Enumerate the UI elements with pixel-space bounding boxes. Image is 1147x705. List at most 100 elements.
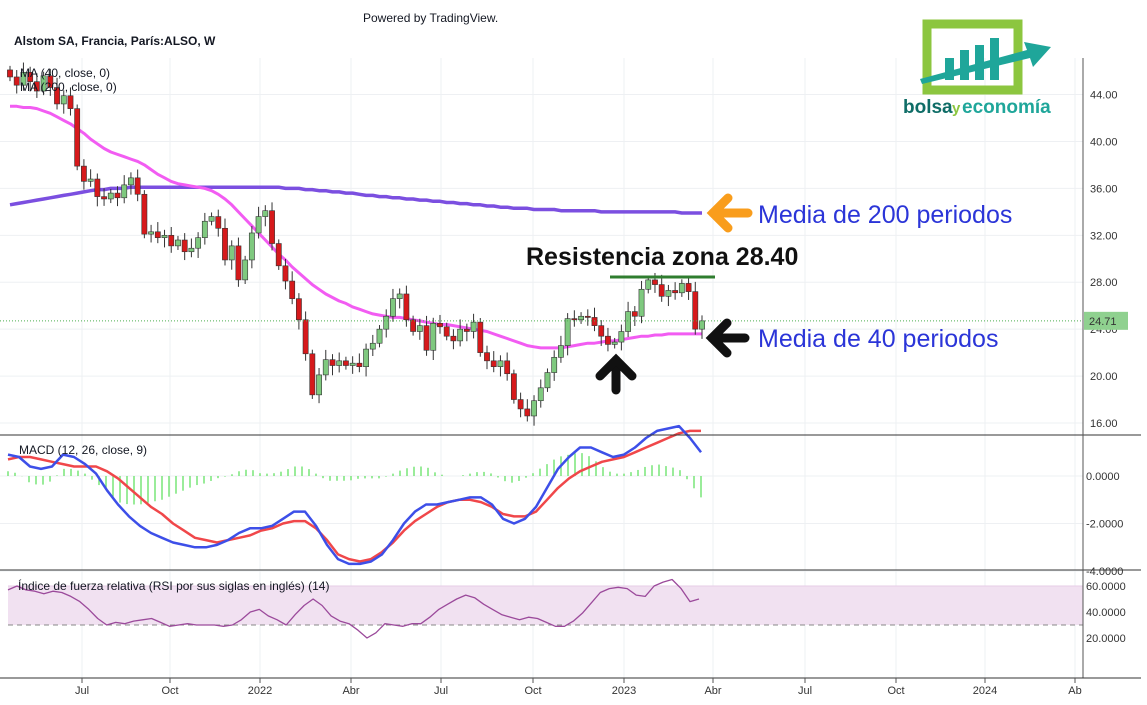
- x-tick-label: Abr: [342, 685, 359, 697]
- ma40-annotation: Media de 40 periodos: [758, 325, 998, 353]
- candle-body: [295, 298, 302, 321]
- rsi-panel: [7, 578, 1083, 639]
- rsi-line: [7, 578, 700, 639]
- candle-body: [215, 216, 222, 229]
- candle-body: [369, 342, 376, 350]
- x-tick-label: Ab: [1068, 685, 1081, 697]
- candle-body: [87, 178, 94, 182]
- candle-body: [363, 348, 369, 367]
- macd-y-tick-label: -2.0000: [1086, 519, 1123, 531]
- candle-body: [181, 239, 188, 253]
- candle-body: [699, 320, 705, 330]
- ma200-legend: MA (200, close, 0): [20, 80, 117, 94]
- logo-text-y: y: [952, 100, 961, 117]
- candle-body: [121, 184, 128, 199]
- candle-body: [107, 192, 114, 200]
- candle-body: [497, 360, 504, 367]
- candle-body: [410, 319, 417, 332]
- candle-body: [195, 237, 202, 249]
- candle-body: [201, 220, 208, 238]
- ma40-line: [10, 104, 702, 350]
- candle-body: [154, 231, 161, 238]
- price-y-tick-label: 44.00: [1090, 90, 1118, 102]
- candle-body: [692, 291, 699, 330]
- candle-body: [544, 372, 551, 389]
- ma200-line: [9, 185, 702, 215]
- candle-body: [33, 81, 40, 92]
- candle-body: [275, 243, 282, 267]
- x-tick-label: Oct: [887, 685, 904, 697]
- price-panel: [0, 62, 1083, 426]
- candle-body: [484, 352, 490, 362]
- candle-body: [665, 290, 672, 297]
- macd-y-tick-label: -4.0000: [1086, 566, 1123, 578]
- candle-body: [678, 283, 685, 294]
- candle-body: [605, 335, 611, 345]
- candle-body: [101, 196, 107, 200]
- candle-body: [309, 353, 316, 396]
- logo-text-economia: economía: [962, 97, 1051, 118]
- candle-body: [658, 284, 665, 297]
- price-y-tick-label: 32.00: [1090, 230, 1118, 242]
- candle-body: [356, 362, 363, 367]
- rsi-band: [8, 586, 1083, 625]
- candle-body: [383, 315, 390, 330]
- candle-body: [343, 360, 349, 366]
- candle-body: [316, 374, 322, 396]
- candle-body: [598, 325, 605, 337]
- candle-body: [490, 360, 497, 367]
- x-tick-label: Oct: [524, 685, 541, 697]
- candle-body: [551, 357, 558, 373]
- candle-body: [524, 408, 531, 417]
- candle-body: [94, 178, 101, 197]
- candle-body: [114, 192, 121, 199]
- last-price-tag: [1084, 311, 1128, 330]
- candle-body: [463, 328, 470, 332]
- candle-body: [255, 216, 262, 234]
- macd-title: MACD (12, 26, close, 9): [19, 443, 147, 457]
- candle-body: [396, 293, 403, 299]
- candle-body: [81, 165, 87, 182]
- candle-body: [558, 345, 564, 358]
- candle-body: [228, 245, 235, 261]
- x-tick-label: Jul: [75, 685, 89, 697]
- black-up-arrow-icon: [595, 353, 637, 395]
- axes: 16.0020.0024.0028.0032.0036.0040.0044.00…: [0, 58, 1141, 697]
- candle-body: [302, 319, 309, 355]
- candle-body: [60, 95, 67, 105]
- price-y-tick-label: 16.00: [1090, 418, 1118, 430]
- candle-body: [611, 341, 618, 345]
- candle-body: [20, 71, 27, 86]
- candle-body: [289, 280, 296, 299]
- candle-body: [141, 193, 148, 235]
- candle-body: [517, 399, 524, 410]
- candle-body: [134, 177, 141, 195]
- candle-body: [390, 298, 396, 317]
- candle-body: [222, 227, 228, 261]
- powered-by-label: Powered by TradingView.: [363, 11, 498, 25]
- candle-body: [242, 259, 249, 281]
- candle-body: [578, 315, 584, 321]
- candle-body: [477, 321, 484, 353]
- candle-body: [510, 373, 517, 400]
- candle-body: [148, 231, 154, 235]
- candle-body: [7, 69, 13, 78]
- candle-body: [235, 245, 242, 281]
- candle-body: [282, 265, 289, 282]
- symbol-title: Alstom SA, Francia, París:ALSO, W: [14, 34, 216, 48]
- candle-body: [403, 293, 410, 321]
- x-tick-label: Jul: [434, 685, 448, 697]
- candle-body: [625, 311, 631, 332]
- candle-body: [450, 335, 457, 342]
- candle-body: [188, 247, 195, 253]
- candle-body: [47, 75, 54, 88]
- candle-body: [322, 359, 329, 376]
- candle-body: [269, 210, 275, 244]
- candle-body: [128, 177, 134, 186]
- price-y-tick-label: 28.00: [1090, 277, 1118, 289]
- candle-body: [531, 400, 537, 417]
- candle-body: [329, 359, 336, 366]
- candle-body: [584, 315, 591, 318]
- candle-body: [74, 108, 81, 167]
- candle-body: [416, 325, 423, 332]
